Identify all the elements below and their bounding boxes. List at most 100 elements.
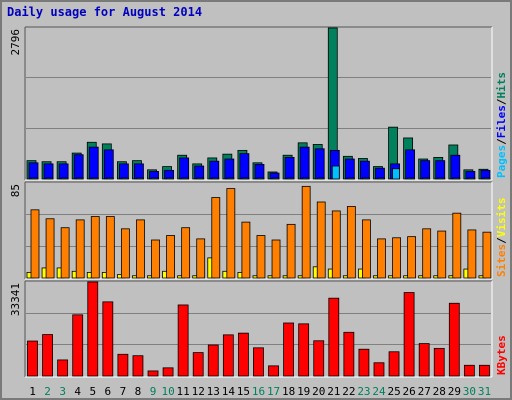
visits-legend-item-1: / bbox=[495, 237, 508, 244]
pages-bar-1 bbox=[30, 177, 39, 180]
x-tick-label-8: 8 bbox=[135, 385, 142, 398]
chart-title: Daily usage for August 2014 bbox=[7, 5, 203, 19]
files-bar-24 bbox=[375, 167, 385, 180]
sites-bar-10 bbox=[166, 235, 175, 279]
sites-bar-18 bbox=[286, 223, 296, 279]
pages-bar-6 bbox=[105, 177, 114, 180]
files-bar-29 bbox=[450, 154, 461, 180]
kbytes-bar-4 bbox=[72, 314, 84, 377]
pages-bar-7 bbox=[120, 177, 129, 180]
visits-legend-item-2: Visits bbox=[495, 198, 508, 238]
pages-bar-12 bbox=[196, 177, 205, 180]
x-tick-label-14: 14 bbox=[222, 385, 236, 398]
kbytes-bar-24 bbox=[373, 362, 385, 377]
pages-bar-29 bbox=[452, 177, 461, 180]
x-tick-label-13: 13 bbox=[207, 385, 220, 398]
kbytes-bar-10 bbox=[162, 367, 174, 377]
files-bar-22 bbox=[344, 158, 355, 180]
kbytes-legend: KBytes bbox=[495, 335, 508, 375]
sites-bar-5 bbox=[90, 216, 100, 279]
x-tick-label-2: 2 bbox=[44, 385, 51, 398]
files-bar-14 bbox=[224, 158, 235, 180]
kbytes-bar-25 bbox=[388, 351, 400, 377]
sites-bar-6 bbox=[105, 216, 115, 279]
kbytes-bar-14 bbox=[222, 334, 234, 377]
pages-bar-13 bbox=[211, 177, 220, 180]
sites-bar-26 bbox=[407, 236, 417, 279]
sites-bar-12 bbox=[196, 238, 206, 279]
hits-legend-item-0: Pages bbox=[495, 145, 508, 178]
x-tick-label-31: 31 bbox=[478, 385, 491, 398]
x-tick-label-3: 3 bbox=[59, 385, 66, 398]
files-bar-13 bbox=[209, 160, 220, 180]
x-tick-label-27: 27 bbox=[418, 385, 431, 398]
sites-bar-16 bbox=[256, 235, 266, 279]
x-tick-label-4: 4 bbox=[74, 385, 81, 398]
x-tick-label-23: 23 bbox=[357, 385, 370, 398]
pages-bar-31 bbox=[482, 177, 491, 180]
kbytes-bar-3 bbox=[57, 359, 69, 377]
kbytes-bar-18 bbox=[283, 322, 294, 377]
files-bar-27 bbox=[420, 160, 431, 180]
pages-bar-25 bbox=[392, 168, 400, 180]
files-bar-18 bbox=[284, 156, 295, 180]
x-tick-label-6: 6 bbox=[105, 385, 112, 398]
pages-bar-24 bbox=[377, 177, 385, 180]
pages-bar-3 bbox=[60, 177, 69, 180]
hits-legend-item-4: Hits bbox=[495, 72, 508, 99]
files-bar-23 bbox=[360, 160, 370, 180]
pages-bar-15 bbox=[241, 177, 250, 180]
kbytes-bar-13 bbox=[207, 344, 219, 377]
pages-bar-14 bbox=[226, 177, 235, 180]
files-bar-6 bbox=[103, 149, 114, 180]
files-bar-12 bbox=[194, 165, 205, 180]
hits-legend-item-3: / bbox=[495, 98, 508, 105]
pages-bar-10 bbox=[166, 177, 174, 180]
kbytes-bar-23 bbox=[358, 348, 370, 377]
x-tick-label-29: 29 bbox=[448, 385, 461, 398]
files-bar-8 bbox=[134, 163, 144, 180]
files-bar-11 bbox=[179, 157, 190, 180]
sites-bar-15 bbox=[241, 221, 251, 279]
sites-bar-13 bbox=[211, 197, 221, 279]
kbytes-bar-2 bbox=[42, 334, 53, 377]
pages-bar-5 bbox=[90, 177, 99, 180]
kbytes-bar-26 bbox=[403, 292, 415, 377]
sites-bar-11 bbox=[181, 227, 191, 279]
visits-legend-item-0: Sites bbox=[495, 244, 508, 277]
x-tick-label-18: 18 bbox=[282, 385, 295, 398]
kbytes-legend-item-0: KBytes bbox=[495, 335, 508, 375]
sites-bar-28 bbox=[437, 230, 447, 279]
pages-bar-11 bbox=[181, 177, 190, 180]
visits-legend: Sites/Visits bbox=[495, 198, 508, 278]
kbytes-bar-9 bbox=[147, 370, 159, 377]
pages-bar-26 bbox=[407, 177, 416, 180]
files-bar-20 bbox=[314, 148, 325, 180]
hits-legend-item-1: / bbox=[495, 138, 508, 145]
kbytes-bar-16 bbox=[253, 347, 264, 377]
x-tick-label-30: 30 bbox=[463, 385, 476, 398]
pages-bar-30 bbox=[467, 177, 476, 180]
kbytes-bar-27 bbox=[418, 343, 430, 377]
kbytes-bar-12 bbox=[192, 352, 204, 377]
kbytes-bar-1 bbox=[27, 340, 38, 377]
kbytes-bar-22 bbox=[343, 331, 355, 377]
pages-bar-9 bbox=[151, 177, 159, 180]
files-bar-7 bbox=[118, 163, 129, 180]
kbytes-bar-17 bbox=[268, 365, 279, 377]
sites-bar-30 bbox=[467, 229, 477, 279]
sites-bar-4 bbox=[75, 219, 85, 279]
x-tick-label-21: 21 bbox=[327, 385, 340, 398]
hits-legend-item-2: Files bbox=[495, 105, 508, 138]
kbytes-bar-7 bbox=[117, 353, 129, 377]
pages-bar-28 bbox=[437, 177, 446, 180]
files-bar-16 bbox=[254, 164, 265, 180]
sites-bar-22 bbox=[346, 206, 356, 279]
kbytes-bar-29 bbox=[448, 302, 460, 377]
kbytes-ymax-label: 33341 bbox=[9, 283, 22, 316]
files-bar-19 bbox=[299, 146, 310, 180]
files-bar-4 bbox=[73, 154, 84, 180]
kbytes-bar-28 bbox=[433, 347, 445, 377]
